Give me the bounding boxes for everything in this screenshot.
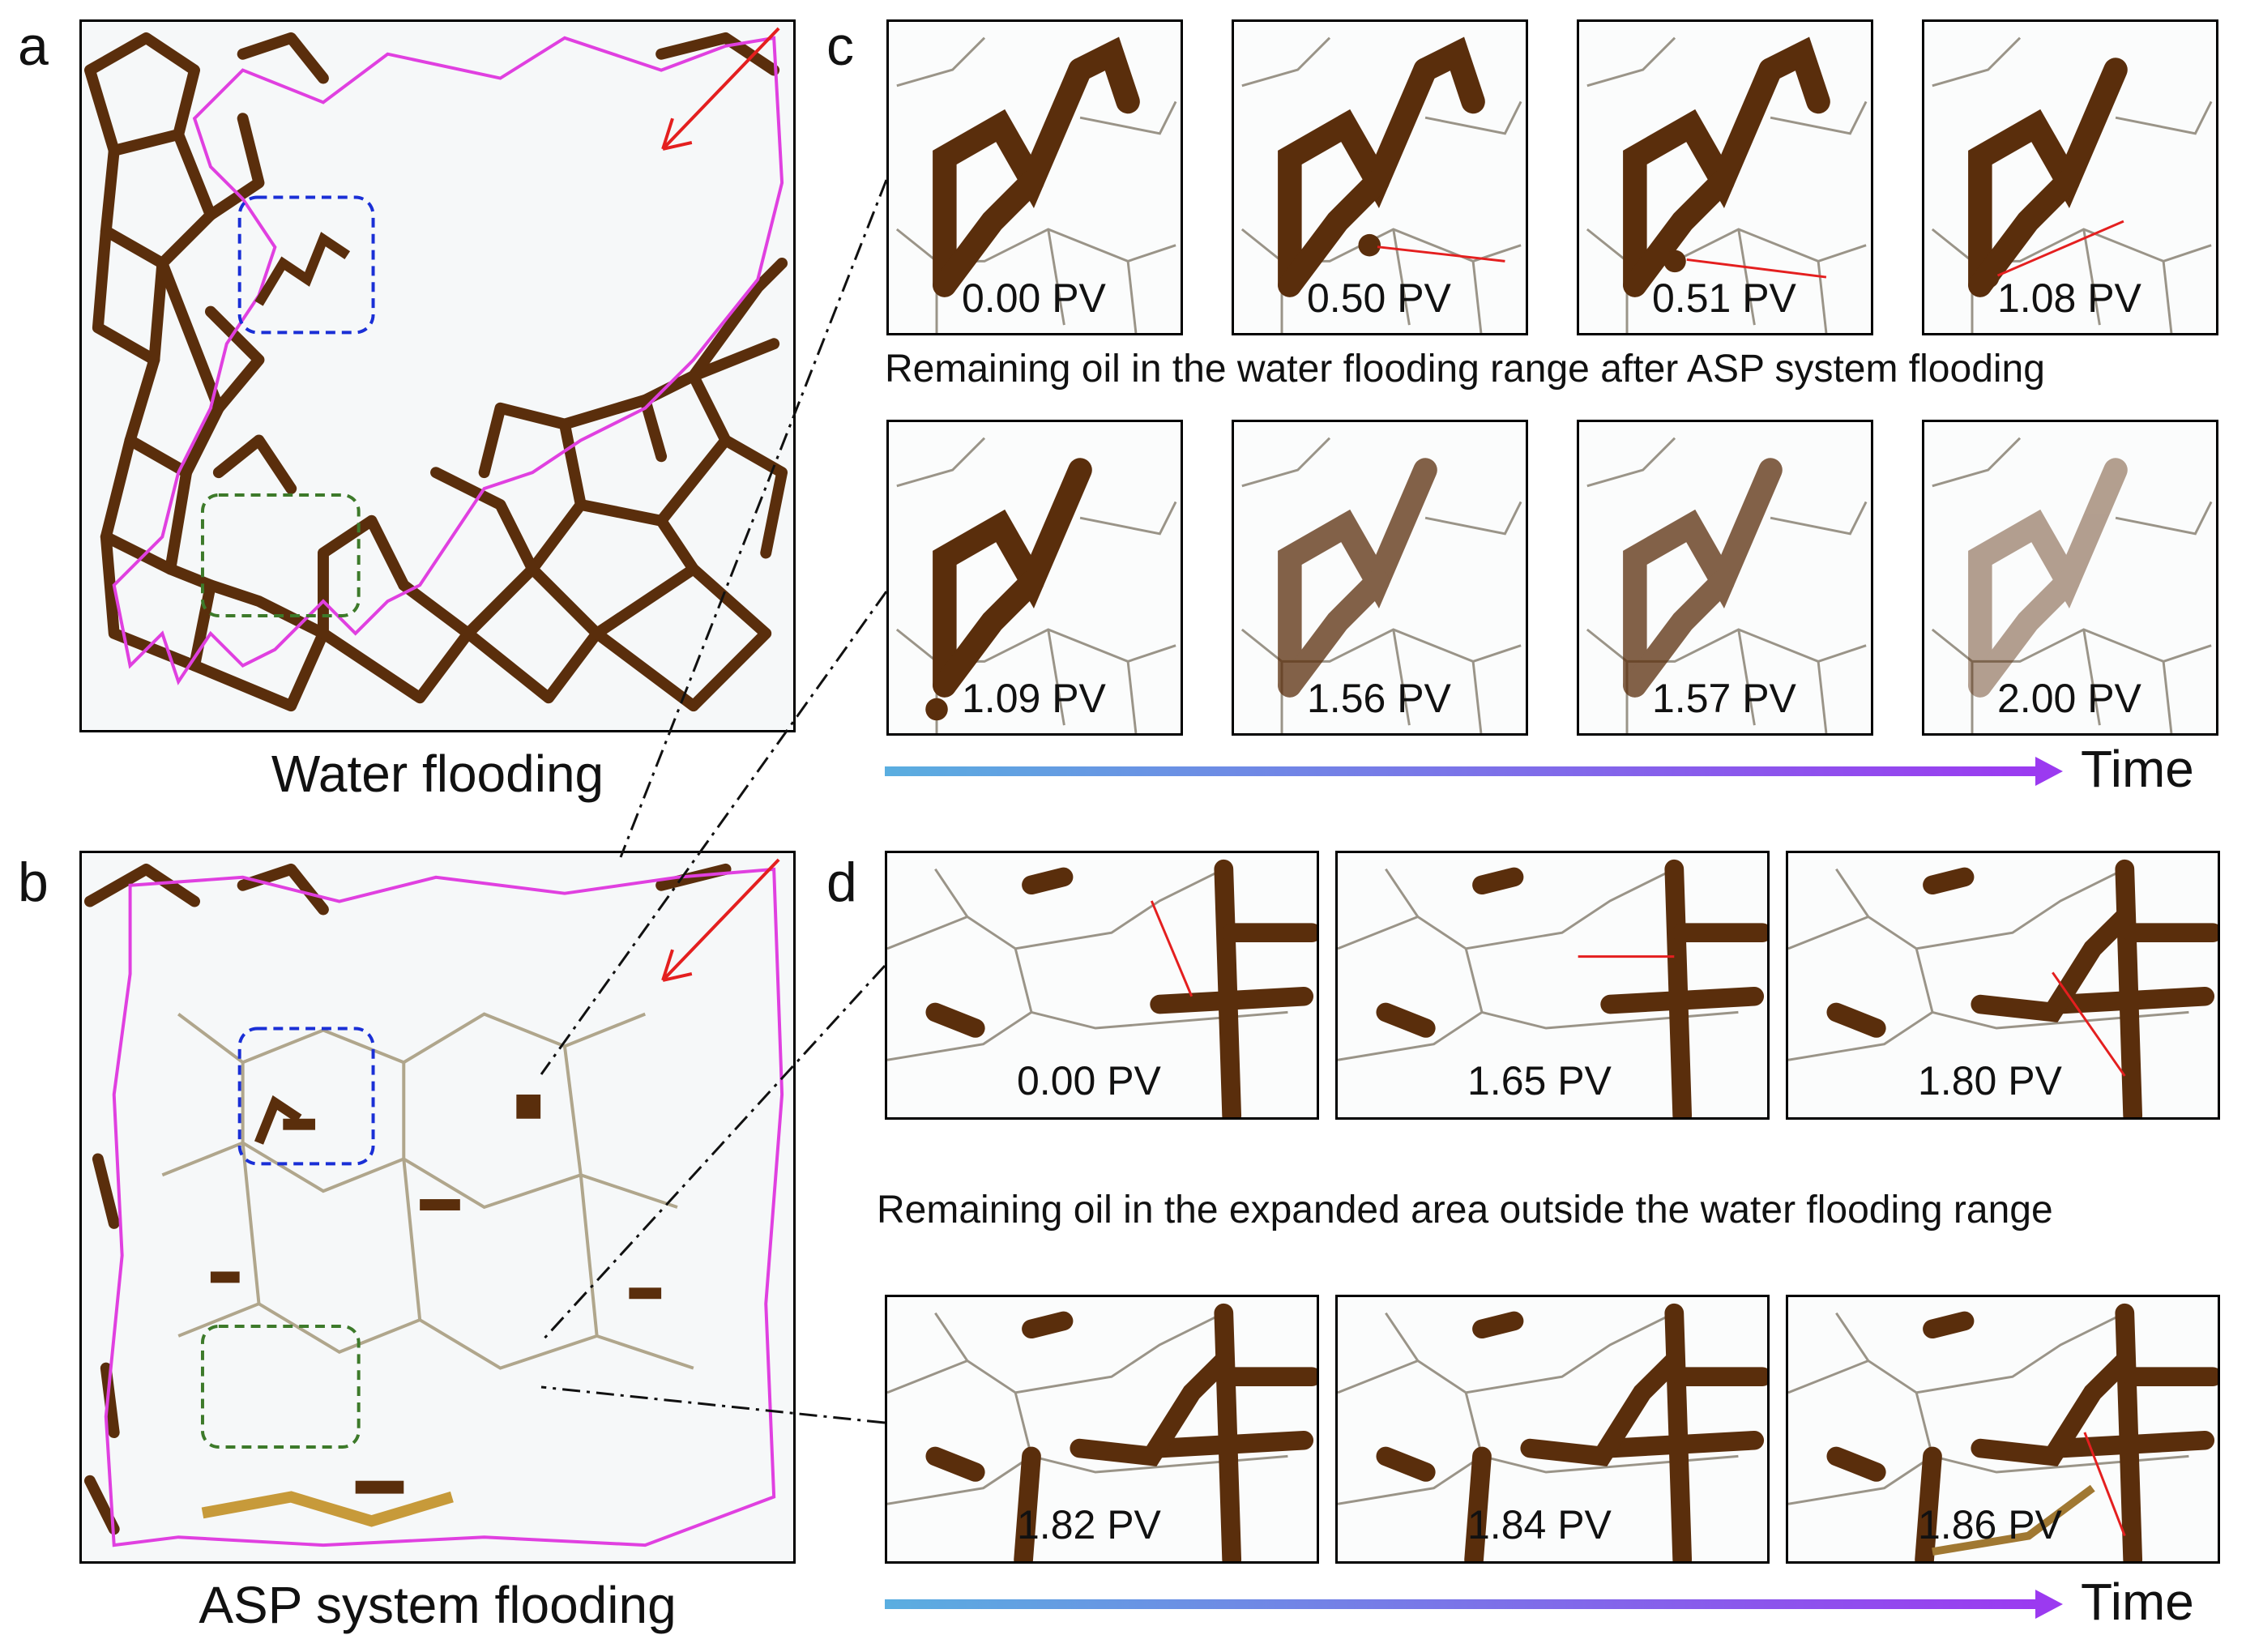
d-frame-pv-label: 1.65 PV [1467, 1058, 1612, 1103]
c-frame-pv-label: 1.09 PV [962, 676, 1106, 721]
c-frame: 2.00 PV [1922, 420, 2218, 736]
d-frame-pv-label: 1.80 PV [1918, 1058, 2062, 1103]
c-frame-pv-label: 1.56 PV [1307, 676, 1451, 721]
d-frame-pv-label: 1.86 PV [1918, 1502, 2062, 1547]
d-frame: 1.65 PV [1335, 851, 1770, 1120]
c-frame-image [1579, 22, 1871, 333]
micromodel-image-a [79, 19, 796, 732]
d-frame-image [1338, 1297, 1767, 1561]
d-frame: 0.00 PV [885, 851, 1319, 1120]
d-frame-pv-label: 0.00 PV [1017, 1058, 1161, 1103]
panel-label-c: c [826, 15, 854, 77]
time-label-c: Time [2081, 740, 2194, 798]
time-arrow-d [885, 1590, 2063, 1619]
c-frame: 0.50 PV [1232, 19, 1528, 335]
c-frame-pv-label: 1.57 PV [1652, 676, 1796, 721]
d-frame: 1.86 PV [1786, 1295, 2220, 1564]
d-frame-image [1788, 853, 2218, 1117]
panel-label-a: a [18, 15, 49, 77]
d-frame-image [887, 853, 1317, 1117]
c-frame: 1.08 PV [1922, 19, 2218, 335]
c-frame-image [1234, 422, 1526, 733]
d-frame-image [1338, 853, 1767, 1117]
d-frame: 1.84 PV [1335, 1295, 1770, 1564]
time-arrow-c [885, 757, 2063, 786]
caption-asp-flooding: ASP system flooding [199, 1576, 677, 1634]
c-frame-image [1924, 422, 2216, 733]
d-frame-pv-label: 1.84 PV [1467, 1502, 1612, 1547]
c-frame: 0.00 PV [886, 19, 1183, 335]
d-frame-pv-label: 1.82 PV [1017, 1502, 1161, 1547]
d-frame-image [887, 1297, 1317, 1561]
micromodel-pore-network-b [82, 853, 793, 1561]
panel-label-d: d [826, 852, 857, 913]
c-frame-image [889, 422, 1181, 733]
c-frame-pv-label: 0.51 PV [1652, 275, 1796, 321]
c-frame: 1.56 PV [1232, 420, 1528, 736]
c-frame-image [1579, 422, 1871, 733]
time-label-d: Time [2081, 1573, 2194, 1631]
c-frame-pv-label: 0.50 PV [1307, 275, 1451, 321]
c-frame: 1.09 PV [886, 420, 1183, 736]
panel-label-b: b [18, 852, 49, 913]
caption-c-middle: Remaining oil in the water flooding rang… [885, 348, 2045, 391]
c-frame-pv-label: 1.08 PV [1997, 275, 2141, 321]
caption-water-flooding: Water flooding [271, 745, 604, 803]
c-frame-image [1924, 22, 2216, 333]
d-frame: 1.82 PV [885, 1295, 1319, 1564]
c-frame-pv-label: 0.00 PV [962, 275, 1106, 321]
caption-d-middle: Remaining oil in the expanded area outsi… [877, 1189, 2053, 1232]
c-frame-image [1234, 22, 1526, 333]
c-frame: 1.57 PV [1577, 420, 1873, 736]
c-frame-pv-label: 2.00 PV [1997, 676, 2141, 721]
d-frame: 1.80 PV [1786, 851, 2220, 1120]
c-frame-image [889, 22, 1181, 333]
micromodel-pore-network-a [82, 22, 793, 730]
micromodel-image-b [79, 851, 796, 1564]
d-frame-image [1788, 1297, 2218, 1561]
c-frame: 0.51 PV [1577, 19, 1873, 335]
